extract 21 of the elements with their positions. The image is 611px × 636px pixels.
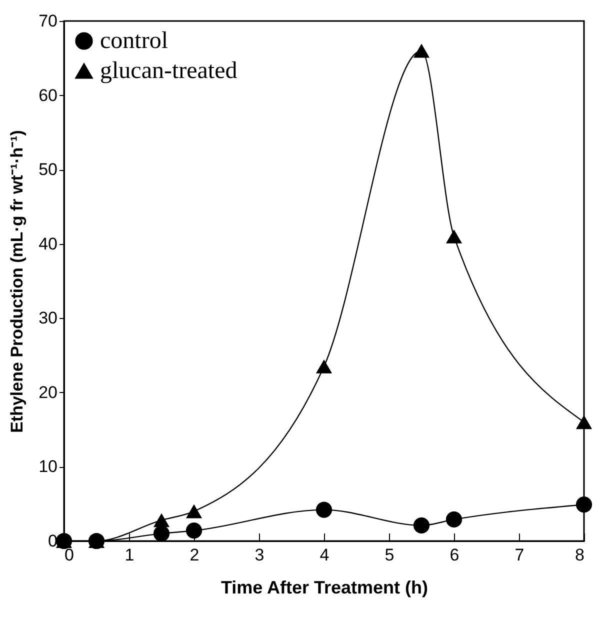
x-tick-label: 2 [190,546,200,564]
y-tick-label: 50 [38,160,58,180]
y-tick-label: 20 [38,382,58,402]
y-tick-label: 40 [38,234,58,254]
y-tick-label: 30 [38,308,58,328]
x-tick-label: 1 [124,546,134,564]
x-tick-label: 7 [514,546,524,564]
x-tick-label: 6 [450,546,460,564]
legend-label: glucan-treated [100,58,238,84]
x-tick-label: 0 [64,546,74,564]
y-tick-label: 10 [38,457,58,476]
x-tick-label: 5 [384,546,394,564]
y-tick-label: 0 [48,532,58,550]
x-tick-label: 4 [320,546,330,564]
y-tick-label: 70 [38,12,58,30]
y-tick-label: 60 [38,86,58,105]
y-axis-title: Ethylene Production (mL·g fr wt⁻¹·h⁻¹) [8,130,27,433]
x-tick-label: 3 [254,546,264,564]
x-axis-title: Time After Treatment (h) [220,578,428,598]
x-tick-label: 8 [575,546,584,564]
legend-label: control [100,28,168,54]
